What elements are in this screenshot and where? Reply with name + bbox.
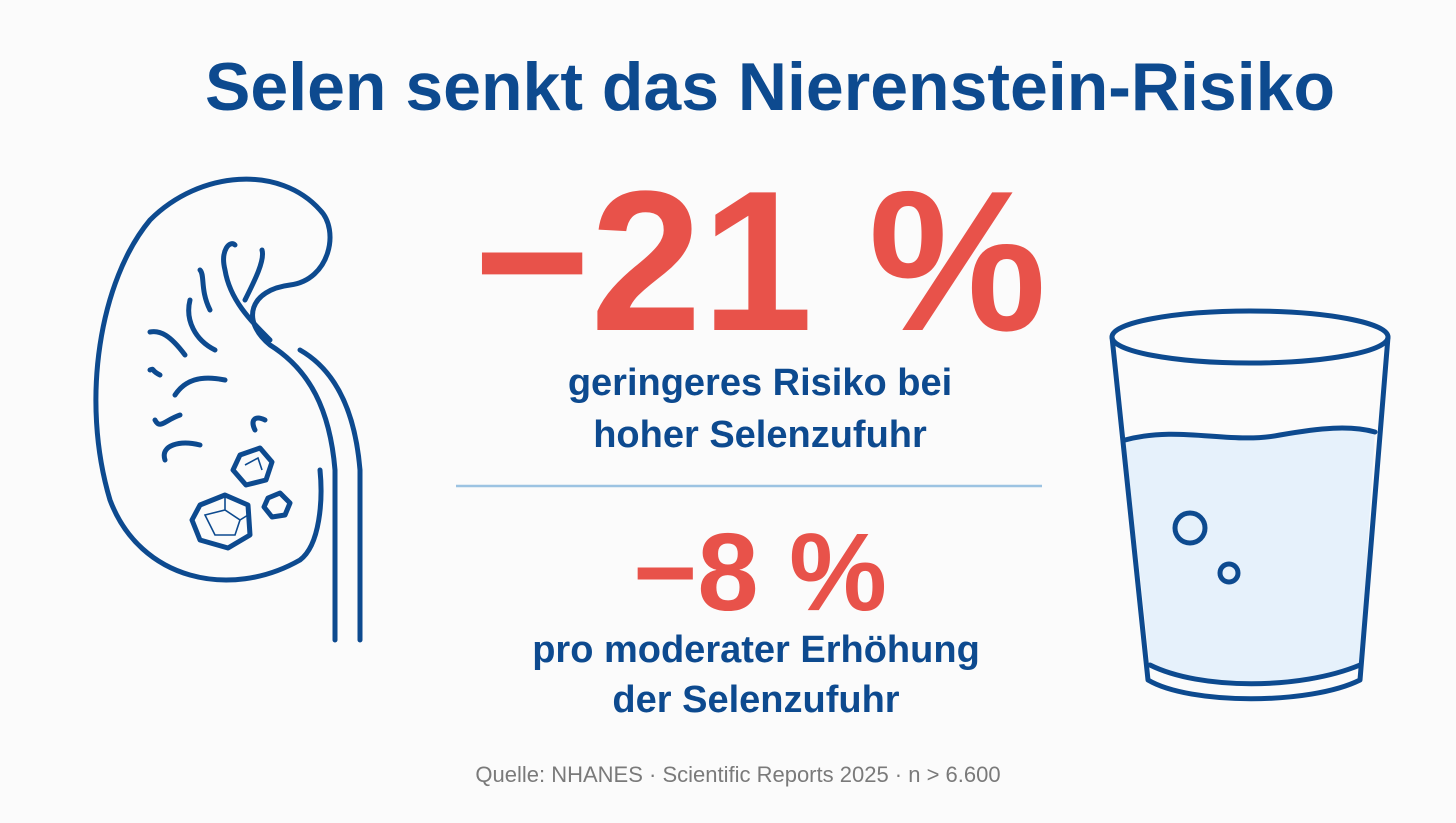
kidney-icon xyxy=(93,176,363,643)
stat-value: −8 % xyxy=(633,511,887,634)
title: Selen senkt das Nierenstein-Risiko xyxy=(205,49,1335,125)
stat-label: pro moderater Erhöhung xyxy=(532,629,980,671)
stat-label: hoher Selenzufuhr xyxy=(593,414,927,456)
stat-label: der Selenzufuhr xyxy=(612,679,899,721)
source: Quelle: NHANES · Scientific Reports 2025… xyxy=(475,762,1000,787)
glass-icon xyxy=(1109,308,1391,702)
stat-value: −21 % xyxy=(474,150,1047,373)
stat-label: geringeres Risiko bei xyxy=(568,362,952,404)
